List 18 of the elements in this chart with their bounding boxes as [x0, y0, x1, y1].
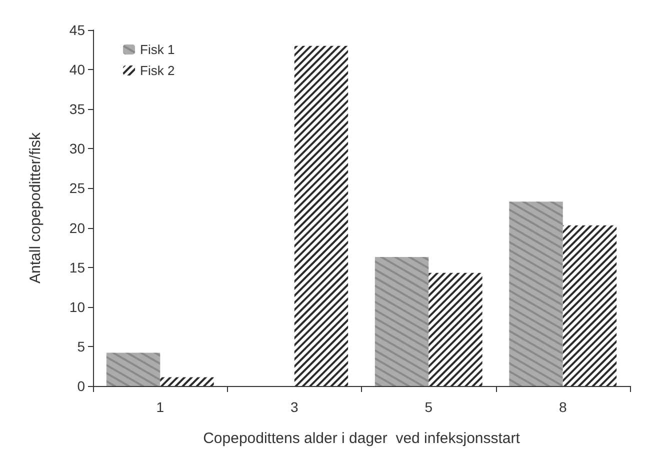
- y-tick-label: 10: [69, 298, 86, 315]
- x-tick-label: 3: [290, 399, 298, 415]
- y-tick-label: 25: [69, 180, 86, 196]
- x-tick-label: 1: [156, 399, 164, 415]
- x-axis-title: Copepodittens alder i dager ved infeksjonsstart: [203, 430, 521, 447]
- legend-label: Fisk 1: [140, 42, 175, 57]
- y-tick-label: 30: [69, 140, 86, 157]
- y-tick-label: 15: [69, 259, 86, 276]
- y-tick-label: 35: [69, 101, 86, 118]
- y-tick-label: 45: [69, 22, 86, 38]
- y-tick-label: 40: [69, 62, 86, 78]
- y-axis-title: Antall copepoditter/fisk: [27, 132, 44, 284]
- legend-label: Fisk 2: [140, 63, 175, 78]
- x-tick-label: 8: [558, 399, 567, 415]
- y-tick-label: 20: [69, 220, 86, 236]
- y-tick-label: 5: [77, 338, 86, 354]
- y-tick-label: 0: [77, 378, 86, 394]
- x-tick-label: 5: [424, 399, 433, 415]
